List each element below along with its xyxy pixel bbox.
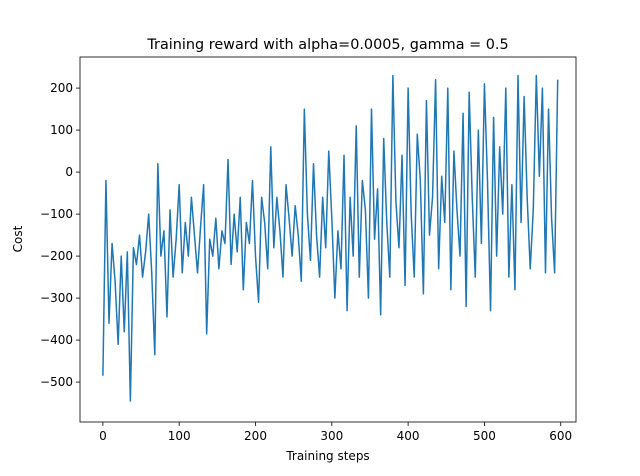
y-tick-label: 100: [50, 123, 73, 137]
y-tick-label: 0: [65, 165, 73, 179]
y-tick-label: −500: [40, 375, 73, 389]
chart-title: Training reward with alpha=0.0005, gamma…: [146, 37, 508, 53]
y-tick-label: −100: [40, 207, 73, 221]
x-tick-label: 0: [99, 429, 107, 443]
y-tick-label: −400: [40, 333, 73, 347]
y-axis-label: Cost: [11, 225, 25, 252]
y-tick-label: −300: [40, 291, 73, 305]
x-tick-label: 200: [244, 429, 267, 443]
y-tick-label: −200: [40, 249, 73, 263]
line: [102, 74, 559, 402]
x-tick-label: 600: [549, 429, 572, 443]
y-tick-label: 200: [50, 81, 73, 95]
x-axis-label: Training steps: [285, 449, 369, 463]
x-tick-label: 300: [320, 429, 343, 443]
plot-frame: [79, 56, 577, 423]
x-tick-label: 100: [168, 429, 191, 443]
x-tick-label: 400: [397, 429, 420, 443]
x-tick-label: 500: [473, 429, 496, 443]
